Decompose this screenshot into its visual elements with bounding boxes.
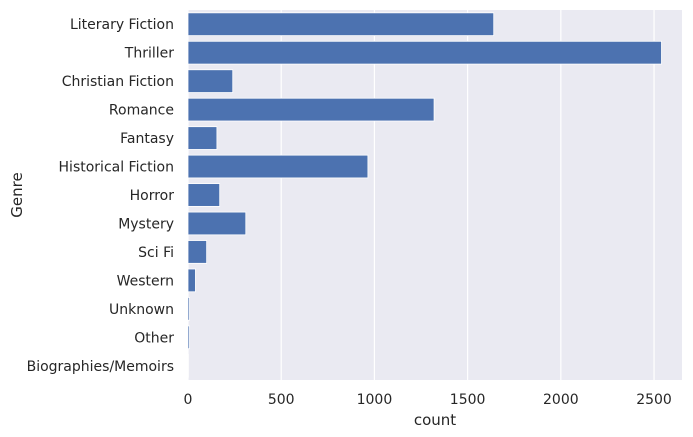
y-tick-label: Western xyxy=(117,273,174,289)
plot-area xyxy=(188,10,682,380)
x-tick-label: 1000 xyxy=(357,392,393,408)
bar-fantasy xyxy=(187,126,218,150)
y-tick-label: Biographies/Memoirs xyxy=(27,359,174,375)
y-axis-label: Genre xyxy=(8,172,26,217)
bar-mystery xyxy=(187,211,247,236)
y-tick-label: Unknown xyxy=(109,302,174,318)
x-tick-label: 500 xyxy=(268,392,295,408)
x-tick-label: 2500 xyxy=(636,392,672,408)
x-tick-label: 0 xyxy=(184,392,193,408)
y-tick-label: Fantasy xyxy=(120,131,174,147)
bars xyxy=(187,12,662,378)
bar-romance xyxy=(187,97,435,122)
x-tick-label: 1500 xyxy=(450,392,486,408)
bar-other xyxy=(187,325,190,350)
bar-literary-fiction xyxy=(187,12,495,37)
y-tick-label: Mystery xyxy=(118,216,174,232)
bar-christian-fiction xyxy=(187,69,234,93)
bar-historical-fiction xyxy=(187,154,369,179)
bar-sci-fi xyxy=(187,240,208,264)
bar-horror xyxy=(187,183,221,207)
y-tick-label: Christian Fiction xyxy=(62,74,174,90)
y-tick-labels: Literary Fiction Thriller Christian Fictio… xyxy=(27,17,175,375)
x-tick-label: 2000 xyxy=(543,392,579,408)
y-tick-label: Romance xyxy=(109,103,174,119)
y-tick-label: Horror xyxy=(130,188,175,204)
bar-western xyxy=(187,268,196,293)
y-tick-label: Sci Fi xyxy=(138,245,174,261)
x-tick-labels: 0 500 1000 1500 2000 2500 xyxy=(184,392,672,408)
bar-unknown xyxy=(187,297,190,321)
y-tick-label: Literary Fiction xyxy=(70,17,174,33)
y-tick-label: Thriller xyxy=(124,46,174,62)
y-tick-label: Historical Fiction xyxy=(59,160,174,176)
bar-thriller xyxy=(187,40,662,65)
x-axis-label: count xyxy=(414,411,456,429)
y-tick-label: Other xyxy=(134,330,174,346)
